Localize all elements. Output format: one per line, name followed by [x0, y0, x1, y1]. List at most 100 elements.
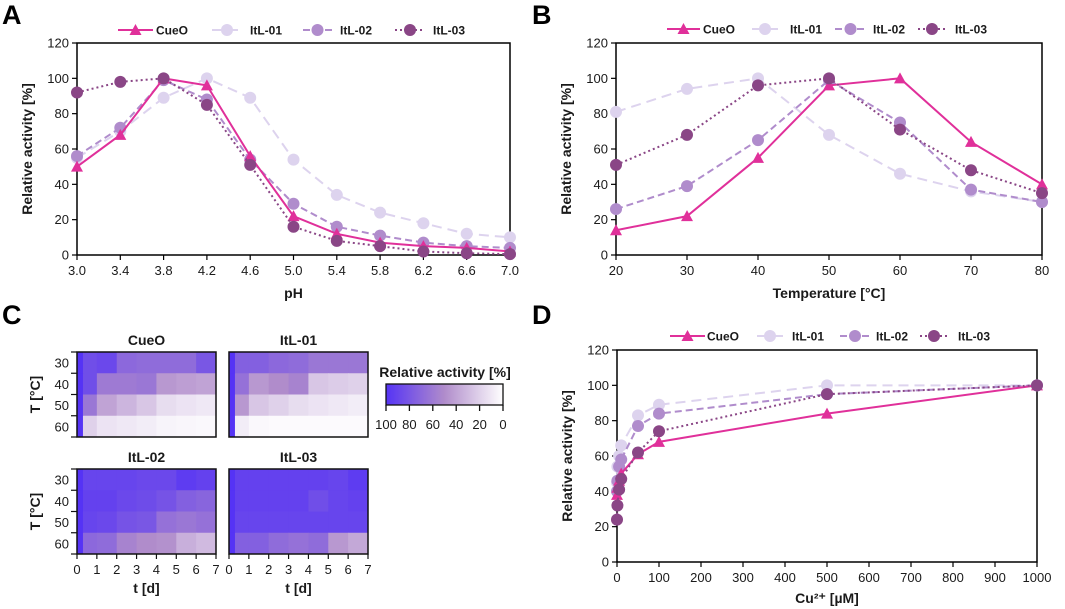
heatmap-cell: [96, 469, 118, 491]
data-point: [823, 72, 835, 85]
heatmap-cell: [136, 469, 157, 491]
data-point: [374, 206, 387, 219]
heatmap-cell: [196, 373, 217, 395]
data-point: [244, 158, 257, 171]
legend: CueO ItL-01 ItL-02 ItL-03: [118, 24, 465, 38]
y-tick-label: 0: [601, 248, 608, 263]
x-tick-label: 1: [245, 562, 252, 577]
heatmap-cell: [268, 394, 290, 417]
heatmap-cell: [248, 511, 270, 534]
triangle-marker-icon: [129, 24, 142, 35]
legend: CueO ItL-01 ItL-02 ItL-03: [667, 23, 987, 37]
colorbar: Relative activity [%] 100 80 60 40 20 0: [375, 364, 511, 432]
legend-item-itl-01: ItL-01: [212, 24, 282, 38]
colorbar-tick-label: 60: [426, 417, 440, 432]
x-axis-label: pH: [284, 285, 303, 301]
x-tick-label: 800: [942, 570, 964, 585]
series-itl-03: [611, 379, 1043, 526]
heatmap-frame: [228, 351, 369, 438]
heatmap-cell: [229, 511, 236, 534]
series-line: [615, 77, 1043, 232]
legend-label: ItL-02: [873, 23, 905, 37]
x-tick-label: 6.2: [414, 263, 432, 278]
heatmap-cell: [196, 511, 217, 534]
y-tick-label: 30: [55, 473, 69, 488]
x-tick-label: 60: [893, 263, 907, 278]
heatmap-cell: [176, 415, 197, 438]
heatmap-cell: [348, 373, 369, 395]
heatmap-cell: [96, 373, 118, 395]
data-point: [894, 72, 906, 84]
x-tick-label: 70: [964, 263, 978, 278]
heatmap-cell: [288, 352, 309, 374]
heatmap-itl-03: ItL-03 0 1 2 3 4 5 6 7 t [d]: [225, 449, 371, 596]
heatmap-cell: [77, 469, 84, 491]
panel-label-d: D: [532, 300, 552, 330]
heatmap-cell: [248, 352, 270, 374]
x-tick-label: 0: [613, 570, 620, 585]
x-tick-label: 6: [193, 562, 200, 577]
heatmap-cell: [136, 532, 157, 555]
data-point: [1036, 187, 1048, 200]
data-point: [330, 220, 343, 233]
x-tick-label: 900: [984, 570, 1006, 585]
legend-label: ItL-02: [340, 24, 372, 38]
legend-item-cueo: CueO: [667, 23, 735, 37]
heatmap-cell: [268, 532, 290, 555]
legend-item-cueo: CueO: [118, 24, 188, 38]
x-tick-label: 200: [690, 570, 712, 585]
series-itl-03: [71, 72, 516, 261]
data-point: [752, 79, 764, 92]
y-tick-label: 120: [586, 36, 608, 51]
heatmap-itl-01: ItL-01: [228, 332, 369, 438]
legend-label: ItL-03: [433, 24, 465, 38]
data-point: [287, 220, 300, 233]
colorbar-tick-label: 80: [402, 417, 416, 432]
heatmap-cell: [176, 490, 197, 512]
x-tick-label: 6.6: [458, 263, 476, 278]
heatmap-cell: [176, 373, 197, 395]
data-point: [823, 128, 835, 141]
heatmap-cell: [156, 490, 177, 512]
data-point: [681, 128, 693, 141]
heatmap-cell: [234, 415, 250, 438]
heatmap-cell: [156, 532, 177, 555]
x-axis-label: t [d]: [285, 580, 311, 596]
heatmap-cell: [234, 352, 250, 374]
data-point: [200, 98, 213, 111]
heatmap-cell: [234, 532, 250, 555]
y-tick-label: 120: [47, 36, 69, 51]
heatmap-cell: [268, 352, 290, 374]
heatmap-title: ItL-03: [280, 449, 318, 465]
data-point: [653, 407, 665, 420]
heatmap-cell: [176, 469, 197, 491]
heatmap-cell: [248, 490, 270, 512]
series-itl-03: [610, 72, 1048, 200]
colorbar-tick-label: 20: [472, 417, 486, 432]
heatmap-cell: [136, 394, 157, 417]
series-line: [76, 77, 511, 256]
heatmap-cell: [234, 394, 250, 417]
data-point: [821, 388, 833, 401]
data-point: [114, 128, 127, 140]
x-tick-label: 4.2: [198, 263, 216, 278]
panel-label-c: C: [2, 300, 22, 330]
legend-label: ItL-02: [876, 330, 908, 344]
y-tick-label: 80: [594, 106, 608, 121]
heatmap-cell: [229, 532, 236, 555]
data-point: [653, 425, 665, 438]
x-tick-label: 400: [774, 570, 796, 585]
heatmap-cell: [308, 511, 329, 534]
heatmap-title: ItL-01: [280, 332, 318, 348]
legend-label: CueO: [156, 24, 188, 38]
heatmap-cell: [156, 373, 177, 395]
legend-item-itl-03: ItL-03: [920, 330, 990, 344]
heatmap-cell: [196, 415, 217, 438]
heatmap-cell: [196, 490, 217, 512]
data-point: [200, 72, 213, 85]
heatmap-cell: [248, 394, 270, 417]
colorbar-gradient: [385, 383, 504, 406]
y-tick-label: 100: [587, 378, 609, 393]
data-point: [821, 407, 833, 419]
